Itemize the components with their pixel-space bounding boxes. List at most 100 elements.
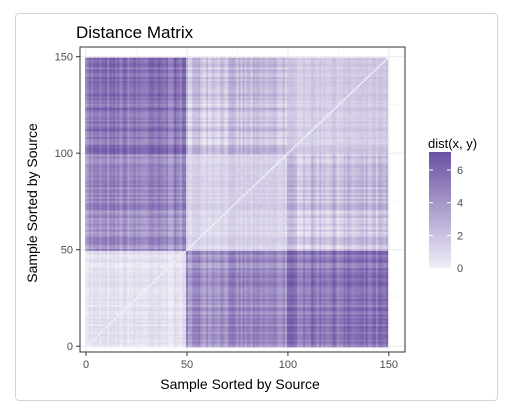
heatmap-cell	[192, 312, 195, 315]
heatmap-cell	[361, 331, 364, 334]
heatmap-cell	[95, 333, 98, 336]
heatmap-cell	[121, 300, 124, 304]
heatmap-cell	[97, 287, 100, 290]
heatmap-cell	[101, 302, 104, 305]
heatmap-cell	[359, 295, 362, 298]
heatmap-cell	[230, 325, 233, 329]
heatmap-cell	[331, 339, 334, 342]
heatmap-cell	[133, 316, 136, 319]
heatmap-cell	[125, 320, 128, 323]
heatmap-cell	[99, 308, 102, 311]
heatmap-cell	[343, 327, 346, 331]
heatmap-cell	[196, 337, 199, 340]
heatmap-cell	[155, 312, 158, 315]
heatmap-cell	[238, 345, 241, 348]
heatmap-cell	[373, 324, 376, 327]
heatmap-cell	[121, 325, 124, 329]
heatmap-cell	[155, 339, 158, 342]
heatmap-cell	[165, 287, 169, 290]
heatmap-cell	[230, 329, 233, 332]
heatmap-cell	[169, 304, 173, 307]
heatmap-cell	[236, 345, 239, 348]
heatmap-cell	[220, 287, 223, 290]
heatmap-cell	[385, 300, 389, 304]
heatmap-cell	[99, 306, 102, 309]
heatmap-cell	[325, 298, 328, 302]
heatmap-cell	[87, 291, 90, 294]
heatmap-cell	[196, 310, 199, 313]
heatmap-cell	[351, 302, 354, 305]
heatmap-cell	[292, 345, 296, 348]
heatmap-cell	[297, 322, 300, 325]
heatmap-cell	[97, 295, 100, 298]
heatmap-cell	[369, 318, 372, 321]
heatmap-cell	[167, 329, 171, 332]
heatmap-cell	[317, 333, 320, 336]
heatmap-cell	[280, 343, 284, 346]
heatmap-cell	[218, 318, 221, 321]
heatmap-cell	[177, 316, 181, 319]
heatmap-cell	[194, 343, 197, 346]
heatmap-cell	[105, 281, 108, 284]
heatmap-cell	[163, 327, 167, 331]
heatmap-cell	[210, 293, 213, 296]
heatmap-cell	[141, 324, 144, 327]
heatmap-cell	[250, 308, 253, 311]
heatmap-cell	[349, 325, 352, 329]
heatmap-cell	[323, 335, 326, 338]
heatmap-cell	[258, 324, 261, 327]
heatmap-cell	[244, 291, 247, 294]
heatmap-cell	[367, 333, 370, 336]
heatmap-cell	[218, 291, 221, 294]
heatmap-cell	[222, 325, 225, 329]
heatmap-cell	[115, 314, 118, 317]
heatmap-cell	[200, 345, 203, 348]
heatmap-cell	[173, 343, 177, 346]
heatmap-cell	[183, 329, 187, 332]
heatmap-cell	[204, 314, 207, 317]
heatmap-cell	[385, 333, 389, 336]
heatmap-cell	[254, 293, 257, 296]
heatmap-cell	[270, 308, 274, 311]
heatmap-cell	[381, 339, 385, 342]
heatmap-cell	[262, 322, 265, 325]
heatmap-cell	[349, 298, 352, 302]
heatmap-cell	[101, 324, 104, 327]
heatmap-cell	[179, 304, 183, 307]
heatmap-cell	[276, 296, 280, 300]
heatmap-cell	[113, 337, 116, 340]
heatmap-cell	[202, 293, 205, 296]
heatmap-cell	[345, 337, 348, 340]
heatmap-cell	[208, 316, 211, 319]
heatmap-cell	[290, 320, 294, 323]
heatmap-cell	[85, 337, 88, 340]
heatmap-cell	[220, 312, 223, 315]
heatmap-cell	[200, 343, 203, 346]
heatmap-cell	[206, 316, 209, 319]
heatmap-cell	[266, 283, 269, 286]
heatmap-cell	[210, 324, 213, 327]
heatmap-cell	[232, 320, 235, 323]
heatmap-cell	[351, 291, 354, 294]
heatmap-cell	[268, 335, 272, 338]
heatmap-cell	[151, 291, 154, 294]
heatmap-cell	[119, 308, 122, 311]
heatmap-cell	[260, 289, 263, 292]
heatmap-cell	[301, 329, 304, 332]
heatmap-cell	[244, 329, 247, 332]
heatmap-cell	[139, 343, 142, 346]
heatmap-cell	[236, 291, 239, 294]
heatmap-cell	[190, 345, 193, 348]
heatmap-cell	[151, 337, 154, 340]
heatmap-cell	[85, 343, 88, 346]
heatmap-cell	[258, 296, 261, 300]
heatmap-cell	[224, 310, 227, 313]
heatmap-cell	[361, 320, 364, 323]
heatmap-cell	[115, 322, 118, 325]
heatmap-cell	[137, 296, 140, 300]
heatmap-cell	[87, 304, 90, 307]
heatmap-cell	[139, 316, 142, 319]
heatmap-cell	[202, 285, 205, 288]
heatmap-cell	[377, 341, 381, 344]
heatmap-cell	[109, 339, 112, 342]
